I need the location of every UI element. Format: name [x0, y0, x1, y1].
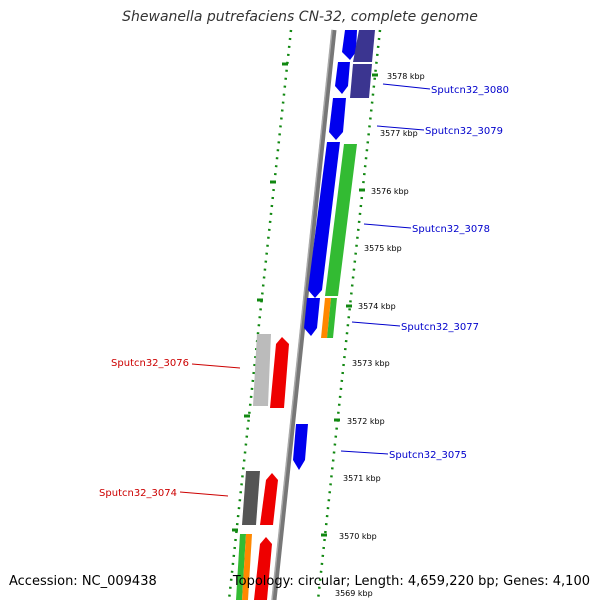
- kbp-label: 3576 kbp: [371, 187, 409, 196]
- gene-feature-orange: [321, 298, 331, 338]
- forward-strand-genes: [293, 30, 375, 470]
- gene-feature-green: [236, 534, 246, 600]
- outer-ring-ticks: [232, 62, 288, 532]
- gene-label[interactable]: Sputcn32_3076: [111, 358, 189, 369]
- kbp-label: 3572 kbp: [347, 417, 385, 426]
- gene-feature-blue: [329, 98, 346, 140]
- gene-label[interactable]: Sputcn32_3080: [431, 85, 509, 96]
- gene-label[interactable]: Sputcn32_3075: [389, 450, 467, 461]
- genome-title: Shewanella putrefaciens CN-32, complete …: [122, 9, 478, 25]
- kbp-label: 3573 kbp: [352, 359, 390, 368]
- gene-feature-dark-gray: [242, 471, 260, 525]
- kbp-label: 3569 kbp: [335, 589, 373, 598]
- kbp-label: 3574 kbp: [358, 302, 396, 311]
- gene-feature-red: [254, 537, 272, 600]
- gene-name-labels: Sputcn32_3080 Sputcn32_3079 Sputcn32_307…: [99, 85, 509, 499]
- kbp-label: 3578 kbp: [387, 72, 425, 81]
- genome-backbone: [271, 29, 337, 601]
- gene-feature-navy: [350, 64, 372, 98]
- kbp-label: 3575 kbp: [364, 244, 402, 253]
- gene-feature-blue: [308, 142, 340, 298]
- gene-feature-red: [260, 473, 278, 525]
- gene-feature-navy: [353, 30, 375, 62]
- kbp-label: 3571 kbp: [343, 474, 381, 483]
- gene-label[interactable]: Sputcn32_3074: [99, 488, 177, 499]
- gene-feature-orange: [242, 534, 252, 600]
- inner-ring-ticks: [321, 73, 378, 537]
- kbp-axis-labels: 3578 kbp 3577 kbp 3576 kbp 3575 kbp 3574…: [335, 72, 425, 598]
- kbp-label: 3570 kbp: [339, 532, 377, 541]
- gene-label-leaders: [179, 83, 431, 497]
- reverse-strand-genes: [236, 334, 289, 600]
- topology-summary: Topology: circular; Length: 4,659,220 bp…: [232, 574, 590, 589]
- gene-label[interactable]: Sputcn32_3079: [425, 126, 503, 137]
- gene-feature-red: [270, 337, 289, 408]
- gene-label[interactable]: Sputcn32_3077: [401, 322, 479, 333]
- gene-feature-blue: [342, 30, 357, 60]
- gene-feature-blue: [293, 424, 308, 470]
- gene-feature-blue: [335, 62, 350, 94]
- gene-feature-gray: [253, 334, 271, 406]
- gene-label[interactable]: Sputcn32_3078: [412, 224, 490, 235]
- gene-feature-green: [327, 298, 337, 338]
- genome-backbone-highlight: [271, 29, 333, 601]
- gene-feature-blue: [304, 298, 320, 336]
- accession-label: Accession: NC_009438: [9, 574, 157, 589]
- kbp-label: 3577 kbp: [380, 129, 418, 138]
- gene-feature-green: [325, 144, 357, 296]
